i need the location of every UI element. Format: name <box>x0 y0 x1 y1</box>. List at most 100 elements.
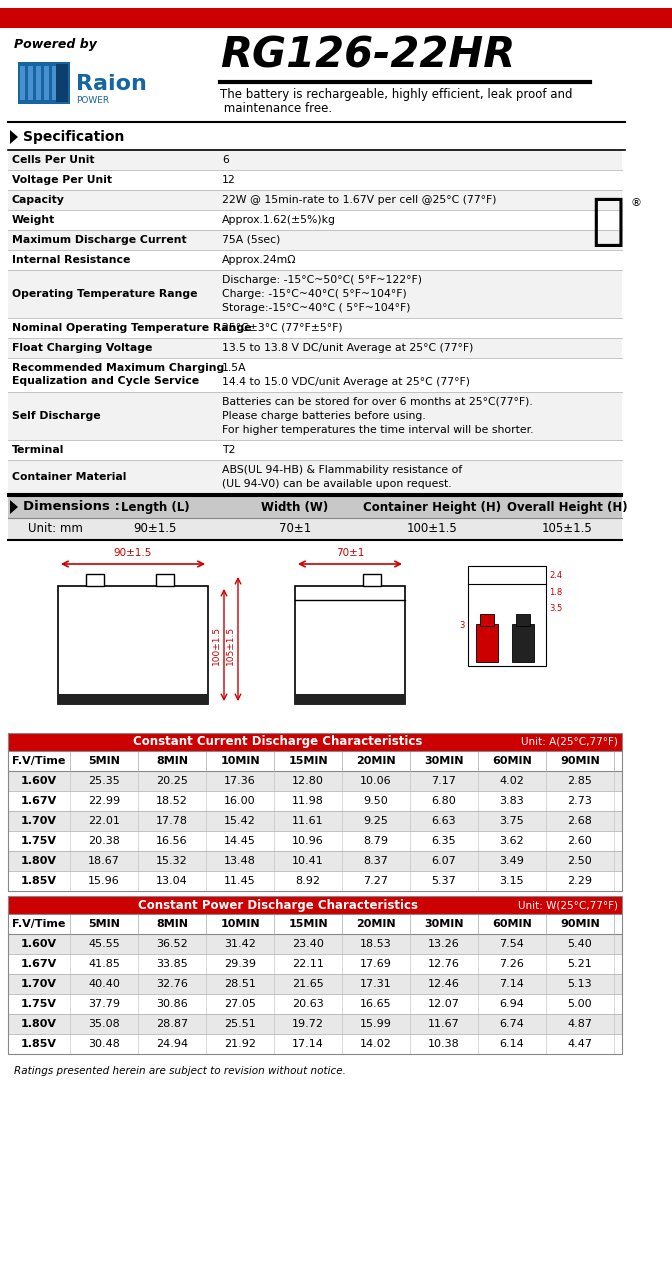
Polygon shape <box>10 131 18 143</box>
Text: 21.92: 21.92 <box>224 1039 256 1050</box>
Polygon shape <box>10 500 18 515</box>
Text: Ⓛ: Ⓛ <box>591 195 625 250</box>
Text: 6.80: 6.80 <box>431 796 456 806</box>
Bar <box>56 64 68 102</box>
Text: Width (W): Width (W) <box>261 500 329 513</box>
Text: 2.29: 2.29 <box>567 876 593 886</box>
Bar <box>8 270 622 317</box>
Text: 1.75V: 1.75V <box>21 998 57 1009</box>
Text: 3.5: 3.5 <box>549 604 562 613</box>
Bar <box>512 623 534 662</box>
Text: 1.85V: 1.85V <box>21 876 57 886</box>
Text: 12: 12 <box>222 175 236 186</box>
Text: 24.94: 24.94 <box>156 1039 188 1050</box>
Bar <box>8 150 622 170</box>
Text: 36.52: 36.52 <box>156 940 188 948</box>
Text: (UL 94-V0) can be available upon request.: (UL 94-V0) can be available upon request… <box>222 479 452 489</box>
Text: 22.99: 22.99 <box>88 796 120 806</box>
Text: 20.63: 20.63 <box>292 998 324 1009</box>
Text: 105±1.5: 105±1.5 <box>542 522 593 535</box>
Text: 21.65: 21.65 <box>292 979 324 989</box>
Text: 28.51: 28.51 <box>224 979 256 989</box>
Text: 30MIN: 30MIN <box>424 756 464 765</box>
Text: 8MIN: 8MIN <box>156 919 188 929</box>
Text: 18.52: 18.52 <box>156 796 188 806</box>
Bar <box>480 614 494 626</box>
Text: 2.60: 2.60 <box>568 836 593 846</box>
Text: The battery is rechargeable, highly efficient, leak proof and: The battery is rechargeable, highly effi… <box>220 88 573 101</box>
Bar <box>8 995 622 1014</box>
Text: 8.92: 8.92 <box>296 876 321 886</box>
Bar <box>8 751 622 771</box>
Text: F.V/Time: F.V/Time <box>12 919 66 929</box>
Text: 1.70V: 1.70V <box>21 817 57 826</box>
Bar <box>8 1014 622 1034</box>
Text: Constant Power Discharge Characteristics: Constant Power Discharge Characteristics <box>138 899 418 911</box>
Bar <box>8 870 622 891</box>
Text: Length (L): Length (L) <box>121 500 190 513</box>
Text: 12.80: 12.80 <box>292 776 324 786</box>
Text: 3.49: 3.49 <box>499 856 524 867</box>
Text: 90±1.5: 90±1.5 <box>133 522 177 535</box>
Bar <box>8 851 622 870</box>
Text: 90±1.5: 90±1.5 <box>114 548 152 558</box>
Bar <box>0 8 672 28</box>
Text: 11.98: 11.98 <box>292 796 324 806</box>
Text: 15.32: 15.32 <box>156 856 188 867</box>
Bar <box>295 586 405 704</box>
Bar <box>8 791 622 812</box>
Text: POWER: POWER <box>76 96 109 105</box>
Text: Capacity: Capacity <box>12 195 65 205</box>
Text: 33.85: 33.85 <box>156 959 188 969</box>
Bar <box>8 733 622 891</box>
Text: 29.39: 29.39 <box>224 959 256 969</box>
Text: 11.67: 11.67 <box>428 1019 460 1029</box>
Text: 7.27: 7.27 <box>364 876 388 886</box>
Text: 13.26: 13.26 <box>428 940 460 948</box>
Text: Container Material: Container Material <box>12 472 126 483</box>
Text: 5.21: 5.21 <box>568 959 593 969</box>
Text: 16.00: 16.00 <box>224 796 256 806</box>
Text: 1.60V: 1.60V <box>21 940 57 948</box>
Bar <box>8 518 622 540</box>
Bar <box>28 67 33 100</box>
Text: Cells Per Unit: Cells Per Unit <box>12 155 95 165</box>
Text: 1.8: 1.8 <box>549 588 562 596</box>
Text: 15.99: 15.99 <box>360 1019 392 1029</box>
Text: Overall Height (H): Overall Height (H) <box>507 500 628 513</box>
Text: 5.00: 5.00 <box>568 998 592 1009</box>
Text: 13.48: 13.48 <box>224 856 256 867</box>
Text: 8MIN: 8MIN <box>156 756 188 765</box>
Text: Storage:-15°C~40°C ( 5°F~104°F): Storage:-15°C~40°C ( 5°F~104°F) <box>222 303 411 314</box>
Bar <box>156 573 174 586</box>
Bar <box>8 440 622 460</box>
Text: 17.69: 17.69 <box>360 959 392 969</box>
Text: T2: T2 <box>222 445 235 454</box>
Text: 11.45: 11.45 <box>224 876 256 886</box>
Text: 41.85: 41.85 <box>88 959 120 969</box>
Bar <box>8 733 622 751</box>
Text: Internal Resistance: Internal Resistance <box>12 255 130 265</box>
Text: 12.76: 12.76 <box>428 959 460 969</box>
Text: Unit: W(25°C,77°F): Unit: W(25°C,77°F) <box>518 900 618 910</box>
Text: Powered by: Powered by <box>14 38 97 51</box>
Bar <box>8 771 622 791</box>
Text: 14.4 to 15.0 VDC/unit Average at 25°C (77°F): 14.4 to 15.0 VDC/unit Average at 25°C (7… <box>222 378 470 387</box>
Text: 32.76: 32.76 <box>156 979 188 989</box>
Text: Dimensions :: Dimensions : <box>23 500 120 513</box>
Bar <box>8 812 622 831</box>
Text: 15.42: 15.42 <box>224 817 256 826</box>
Bar <box>8 189 622 210</box>
Text: Container Height (H): Container Height (H) <box>363 500 501 513</box>
Text: 1.67V: 1.67V <box>21 959 57 969</box>
Text: 35.08: 35.08 <box>88 1019 120 1029</box>
Text: 16.56: 16.56 <box>156 836 187 846</box>
Bar <box>60 67 65 100</box>
Text: 1.75V: 1.75V <box>21 836 57 846</box>
Text: 12.46: 12.46 <box>428 979 460 989</box>
Text: 2.85: 2.85 <box>568 776 593 786</box>
Text: 90MIN: 90MIN <box>560 919 600 929</box>
Text: 8.79: 8.79 <box>364 836 388 846</box>
Text: 3.75: 3.75 <box>499 817 524 826</box>
Bar <box>8 460 622 494</box>
